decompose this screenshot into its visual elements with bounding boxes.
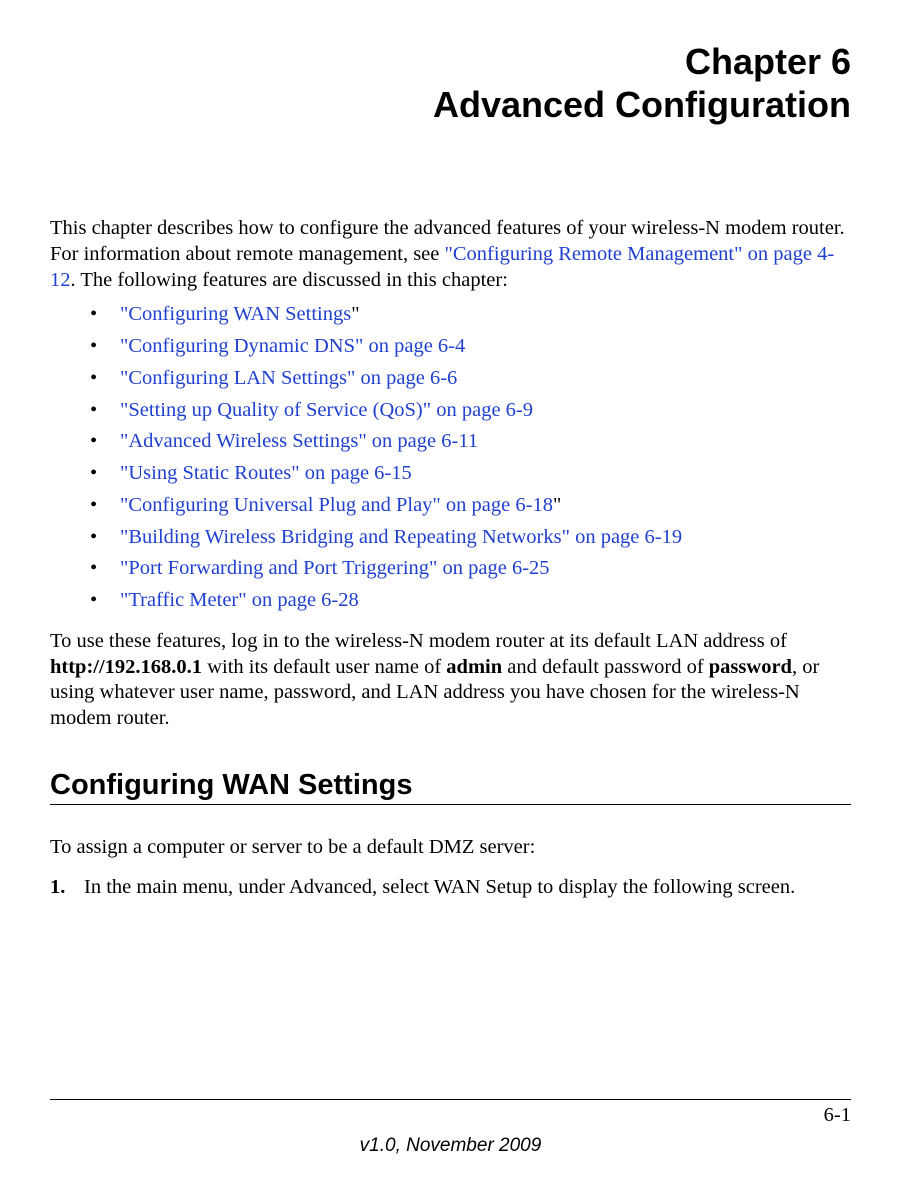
dmz-intro: To assign a computer or server to be a d… [50, 835, 851, 861]
toc-item: "Traffic Meter" on page 6-28 [90, 585, 851, 617]
page-number: 6-1 [50, 1104, 851, 1127]
toc-item: "Configuring Dynamic DNS" on page 6-4 [90, 331, 851, 363]
toc-link[interactable]: "Port Forwarding and Port Triggering" on… [120, 557, 550, 579]
toc-post: " [351, 303, 359, 325]
step-number: 1. [50, 875, 84, 901]
toc-link[interactable]: "Configuring WAN Settings [120, 303, 351, 325]
footer-rule [50, 1099, 851, 1100]
section-rule [50, 804, 851, 805]
toc-link[interactable]: "Configuring Dynamic DNS" on page 6-4 [120, 335, 465, 357]
chapter-title: Advanced Configuration [50, 83, 851, 126]
toc-list: "Configuring WAN Settings" "Configuring … [90, 299, 851, 617]
login-p3: and default password of [502, 656, 709, 678]
toc-link[interactable]: "Configuring Universal Plug and Play" on… [120, 494, 553, 516]
login-p2: with its default user name of [202, 656, 446, 678]
toc-item: "Advanced Wireless Settings" on page 6-1… [90, 426, 851, 458]
step-list: 1. In the main menu, under Advanced, sel… [50, 875, 851, 901]
chapter-heading: Chapter 6 Advanced Configuration [50, 40, 851, 126]
intro-text-post: . The following features are discussed i… [71, 269, 508, 291]
toc-link[interactable]: "Advanced Wireless Settings" on page 6-1… [120, 430, 478, 452]
login-username: admin [446, 656, 502, 678]
step-text: In the main menu, under Advanced, select… [84, 875, 795, 901]
toc-link[interactable]: "Configuring LAN Settings" on page 6-6 [120, 367, 457, 389]
footer-version: v1.0, November 2009 [50, 1135, 851, 1157]
toc-item: "Using Static Routes" on page 6-15 [90, 458, 851, 490]
chapter-number: Chapter 6 [50, 40, 851, 83]
toc-link[interactable]: "Traffic Meter" on page 6-28 [120, 589, 359, 611]
toc-item: "Configuring Universal Plug and Play" on… [90, 490, 851, 522]
step-item: 1. In the main menu, under Advanced, sel… [50, 875, 851, 901]
intro-paragraph: This chapter describes how to configure … [50, 216, 851, 293]
toc-item: "Configuring WAN Settings" [90, 299, 851, 331]
toc-post: " [553, 494, 561, 516]
toc-link[interactable]: "Using Static Routes" on page 6-15 [120, 462, 412, 484]
toc-item: "Configuring LAN Settings" on page 6-6 [90, 363, 851, 395]
login-paragraph: To use these features, log in to the wir… [50, 629, 851, 732]
login-p1: To use these features, log in to the wir… [50, 630, 787, 652]
toc-link[interactable]: "Building Wireless Bridging and Repeatin… [120, 526, 682, 548]
toc-link[interactable]: "Setting up Quality of Service (QoS)" on… [120, 399, 533, 421]
toc-item: "Port Forwarding and Port Triggering" on… [90, 553, 851, 585]
section-heading: Configuring WAN Settings [50, 769, 851, 802]
toc-item: "Building Wireless Bridging and Repeatin… [90, 522, 851, 554]
footer: 6-1 v1.0, November 2009 [50, 1099, 851, 1157]
toc-item: "Setting up Quality of Service (QoS)" on… [90, 395, 851, 427]
login-url: http://192.168.0.1 [50, 656, 202, 678]
login-password: password [709, 656, 792, 678]
